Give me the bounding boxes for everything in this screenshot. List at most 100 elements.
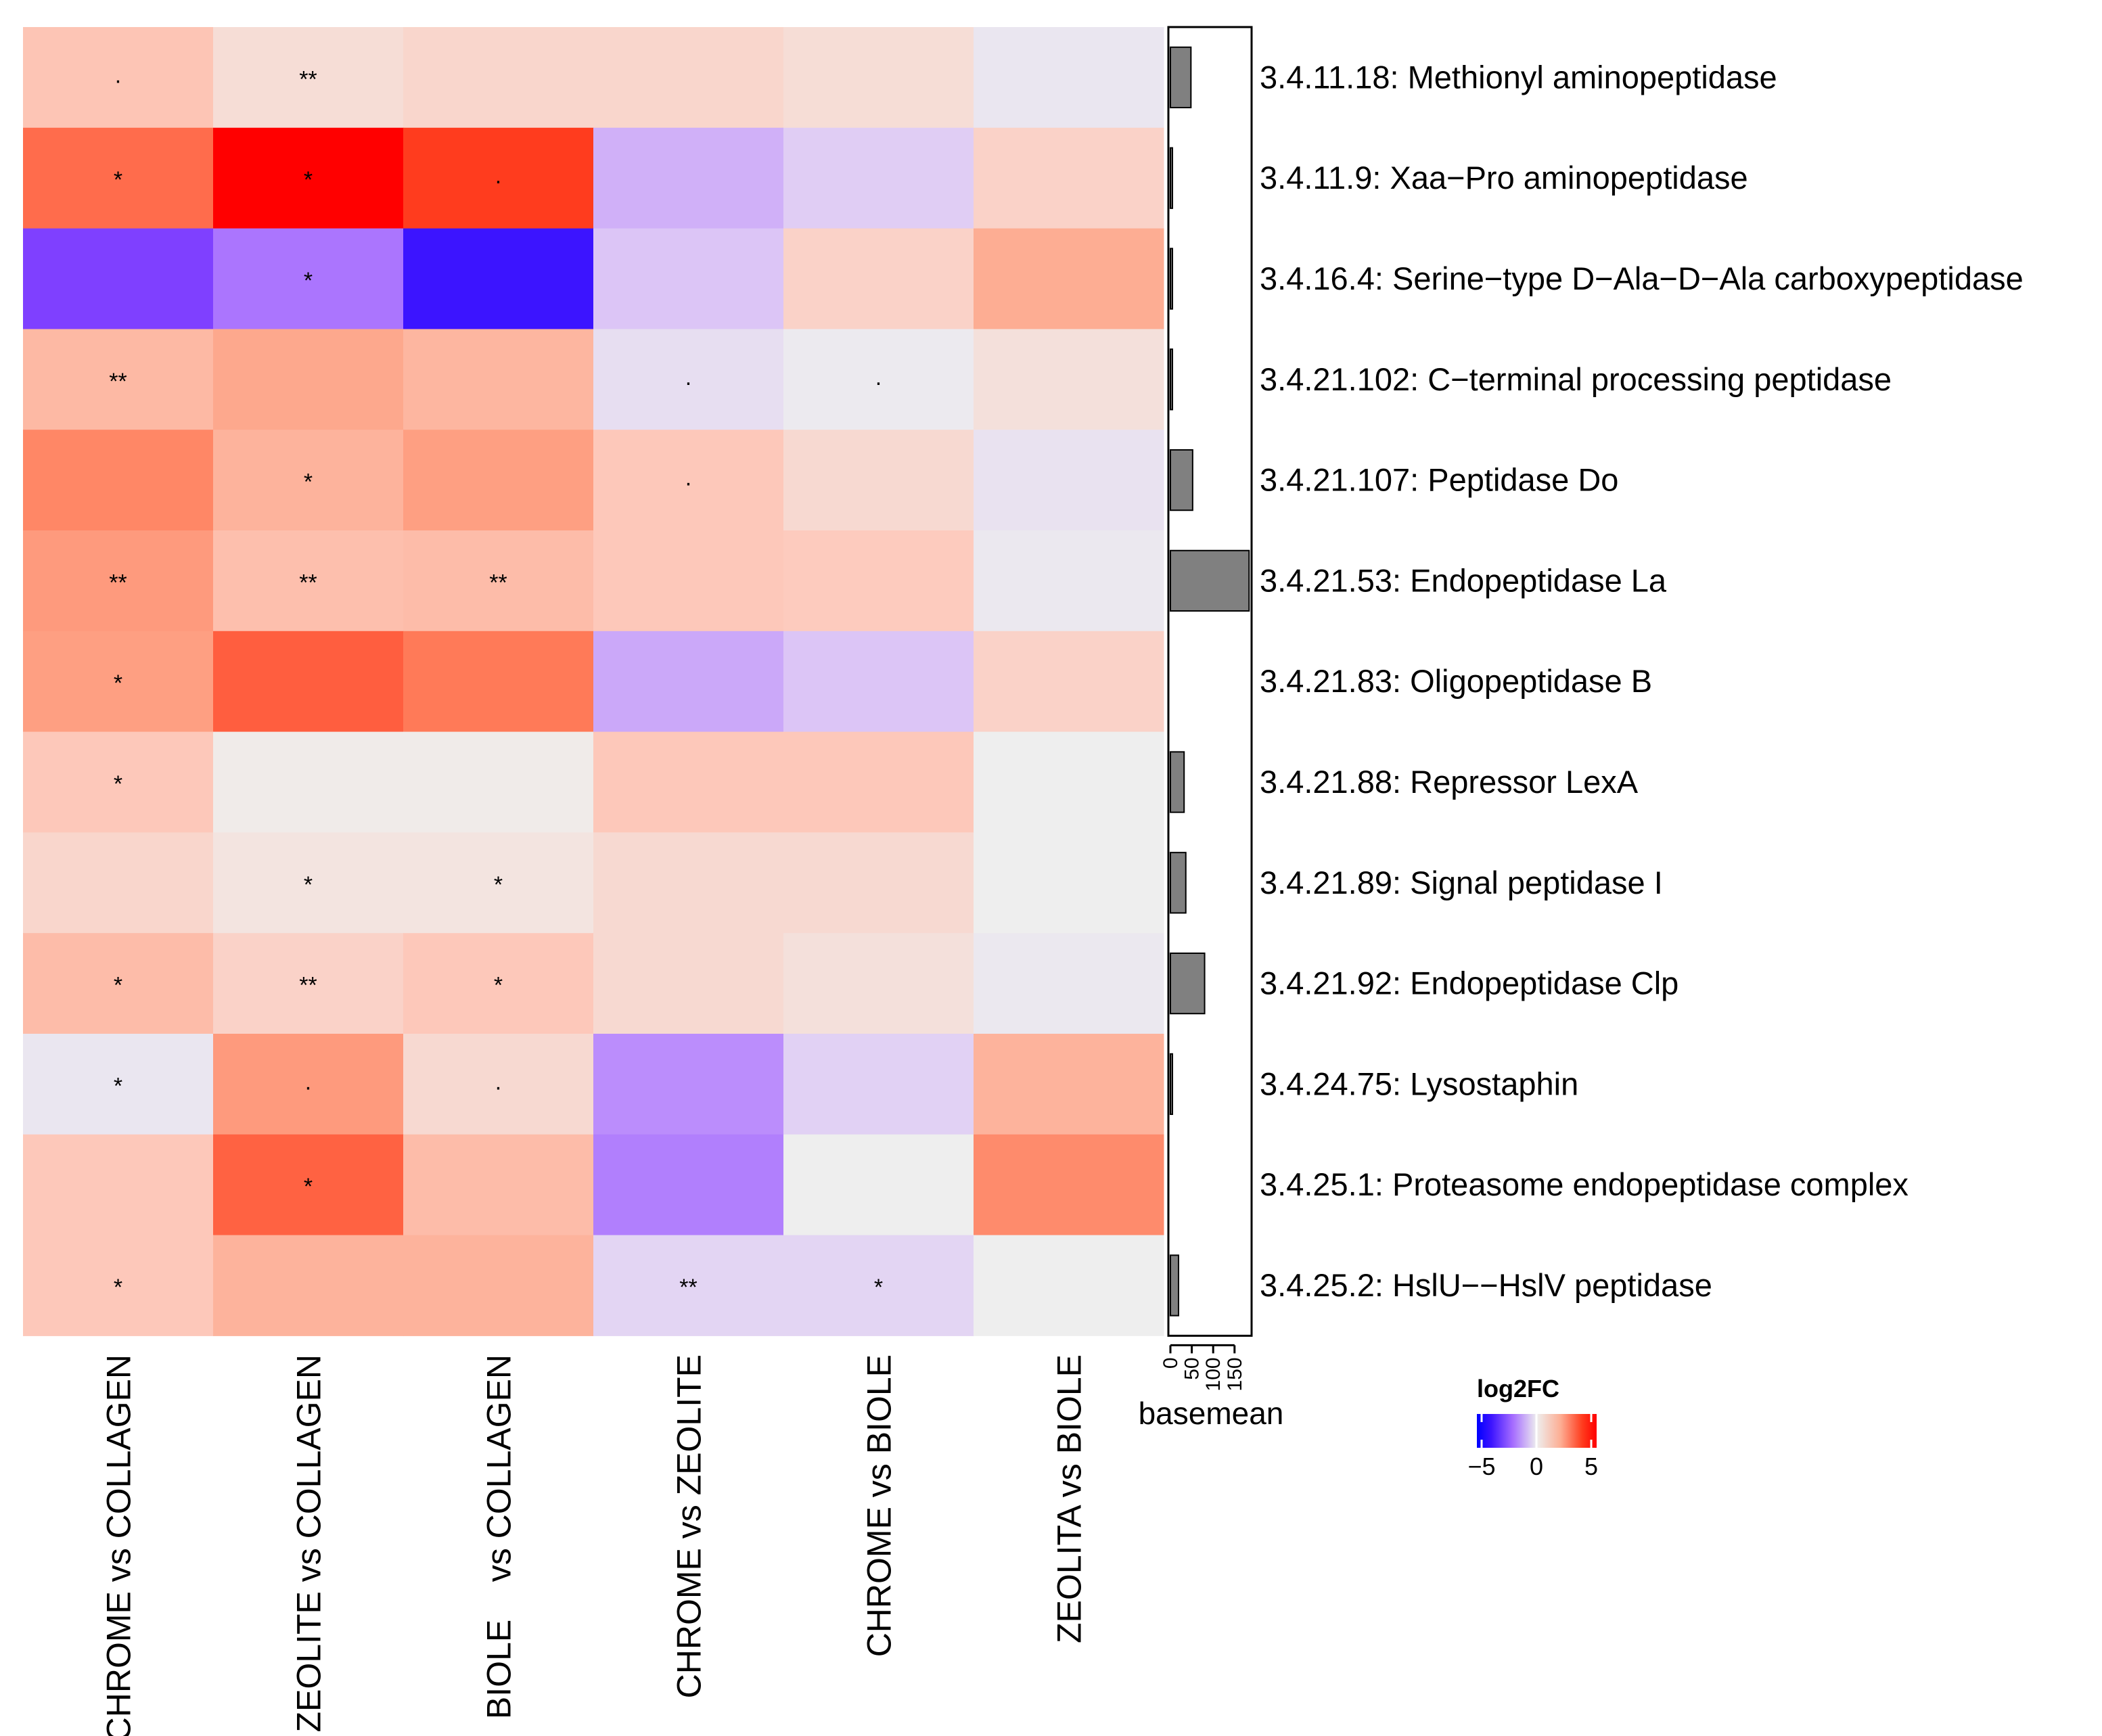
heatmap-cell <box>213 228 404 329</box>
heatmap-cell <box>23 832 214 934</box>
heatmap-cell <box>403 329 594 430</box>
significance-mark: . <box>495 163 501 189</box>
heatmap-cell <box>403 832 594 934</box>
heatmap-cell <box>213 832 404 934</box>
heatmap-cell <box>403 127 594 229</box>
heatmap-cell <box>213 27 404 129</box>
row-label: 3.4.21.102: C−terminal processing peptid… <box>1260 361 1892 397</box>
significance-mark: * <box>114 973 122 999</box>
significance-marks: . *** * .***. .* .** ** ***** ** ** **. .** ** * <box>109 62 883 1300</box>
significance-mark: * <box>114 670 122 696</box>
heatmap-cell <box>213 1034 404 1135</box>
column-label: ZEOLITE vs COLLAGEN <box>290 1354 328 1732</box>
heatmap-cell <box>23 430 214 531</box>
basemean-bar <box>1170 449 1193 511</box>
heatmap-cell <box>403 1235 594 1336</box>
heatmap-cell <box>783 127 974 229</box>
heatmap-cell <box>403 933 594 1034</box>
significance-mark: ** <box>489 570 507 595</box>
heatmap-cell <box>403 27 594 129</box>
row-label: 3.4.21.89: Signal peptidase I <box>1260 865 1663 900</box>
heatmap-cell <box>23 631 214 733</box>
heatmap-cell <box>593 731 784 833</box>
row-label: 3.4.21.88: Repressor LexA <box>1260 764 1639 800</box>
heatmap-cell <box>974 933 1164 1034</box>
heatmap-cell <box>403 228 594 329</box>
legend-tick-label: −5 <box>1467 1453 1495 1480</box>
significance-mark: ** <box>679 1275 697 1300</box>
significance-mark: . <box>875 365 882 390</box>
heatmap-cell <box>213 1134 404 1236</box>
heatmap-cells <box>23 27 1164 1336</box>
column-label: BIOLE vs COLLAGEN <box>480 1354 518 1719</box>
heatmap-cell <box>23 27 214 129</box>
basemean-bar <box>1170 1254 1180 1317</box>
basemean-bar <box>1170 952 1206 1015</box>
heatmap-cell <box>23 933 214 1034</box>
significance-mark: * <box>304 1174 313 1200</box>
heatmap-cell <box>783 1034 974 1135</box>
heatmap-cell <box>783 731 974 833</box>
heatmap-cell <box>974 731 1164 833</box>
basemean-axis-title: basemean <box>1139 1396 1284 1431</box>
heatmap-cell <box>593 228 784 329</box>
heatmap-cell <box>213 631 404 733</box>
heatmap-cell <box>593 933 784 1034</box>
basemean-tick-label: 0 <box>1160 1357 1182 1369</box>
significance-mark: * <box>114 1275 122 1300</box>
heatmap-cell <box>403 530 594 632</box>
legend-tick-label: 5 <box>1584 1453 1598 1480</box>
row-label: 3.4.16.4: Serine−type D−Ala−D−Ala carbox… <box>1260 260 2024 296</box>
heatmap-cell <box>213 127 404 229</box>
color-legend: log2FC −5 0 5 <box>1467 1375 1598 1480</box>
basemean-bar <box>1170 147 1173 209</box>
heatmap-cell <box>974 832 1164 934</box>
basemean-tick-label: 50 <box>1181 1357 1204 1379</box>
basemean-bar <box>1170 348 1173 411</box>
row-label: 3.4.24.75: Lysostaphin <box>1260 1066 1578 1101</box>
significance-mark: ** <box>299 66 317 92</box>
heatmap-cell <box>974 1134 1164 1236</box>
basemean-bar <box>1170 852 1187 914</box>
heatmap-cell <box>593 832 784 934</box>
significance-mark: * <box>494 872 503 898</box>
heatmap-cell <box>23 127 214 229</box>
heatmap-cell <box>23 530 214 632</box>
heatmap-cell <box>23 228 214 329</box>
basemean-bar <box>1170 549 1250 612</box>
significance-mark: ** <box>299 570 317 595</box>
heatmap-cell <box>783 530 974 632</box>
heatmap-cell <box>403 631 594 733</box>
basemean-bar <box>1170 751 1185 813</box>
heatmap-cell <box>593 329 784 430</box>
heatmap-cell <box>783 329 974 430</box>
heatmap-cell <box>974 127 1164 229</box>
row-label: 3.4.21.107: Peptidase Do <box>1260 462 1618 498</box>
column-label: CHROME vs ZEOLITE <box>670 1354 708 1698</box>
heatmap-cell <box>213 329 404 430</box>
heatmap-cell <box>783 430 974 531</box>
heatmap-cell <box>974 1235 1164 1336</box>
heatmap-cell <box>593 430 784 531</box>
row-label: 3.4.25.1: Proteasome endopeptidase compl… <box>1260 1166 1909 1202</box>
significance-mark: * <box>304 470 313 495</box>
row-label: 3.4.21.53: Endopeptidase La <box>1260 562 1667 598</box>
heatmap-cell <box>974 430 1164 531</box>
basemean-tick-label: 100 <box>1202 1357 1225 1391</box>
heatmap-cell <box>974 228 1164 329</box>
row-label: 3.4.21.83: Oligopeptidase B <box>1260 663 1652 699</box>
heatmap-cell <box>403 1034 594 1135</box>
significance-mark: . <box>685 465 691 491</box>
heatmap-cell <box>593 631 784 733</box>
heatmap-cell <box>23 329 214 430</box>
heatmap-cell <box>23 1034 214 1135</box>
row-labels: 3.4.11.18: Methionyl aminopeptidase 3.4.1… <box>1260 59 2024 1303</box>
basemean-bar <box>1170 46 1192 109</box>
significance-mark: * <box>874 1275 883 1300</box>
heatmap-cell <box>783 1235 974 1336</box>
significance-mark: * <box>304 167 313 193</box>
heatmap-cell <box>403 731 594 833</box>
column-labels: CHROME vs COLLAGEN ZEOLITE vs COLLAGEN BIO… <box>100 1354 1089 1736</box>
